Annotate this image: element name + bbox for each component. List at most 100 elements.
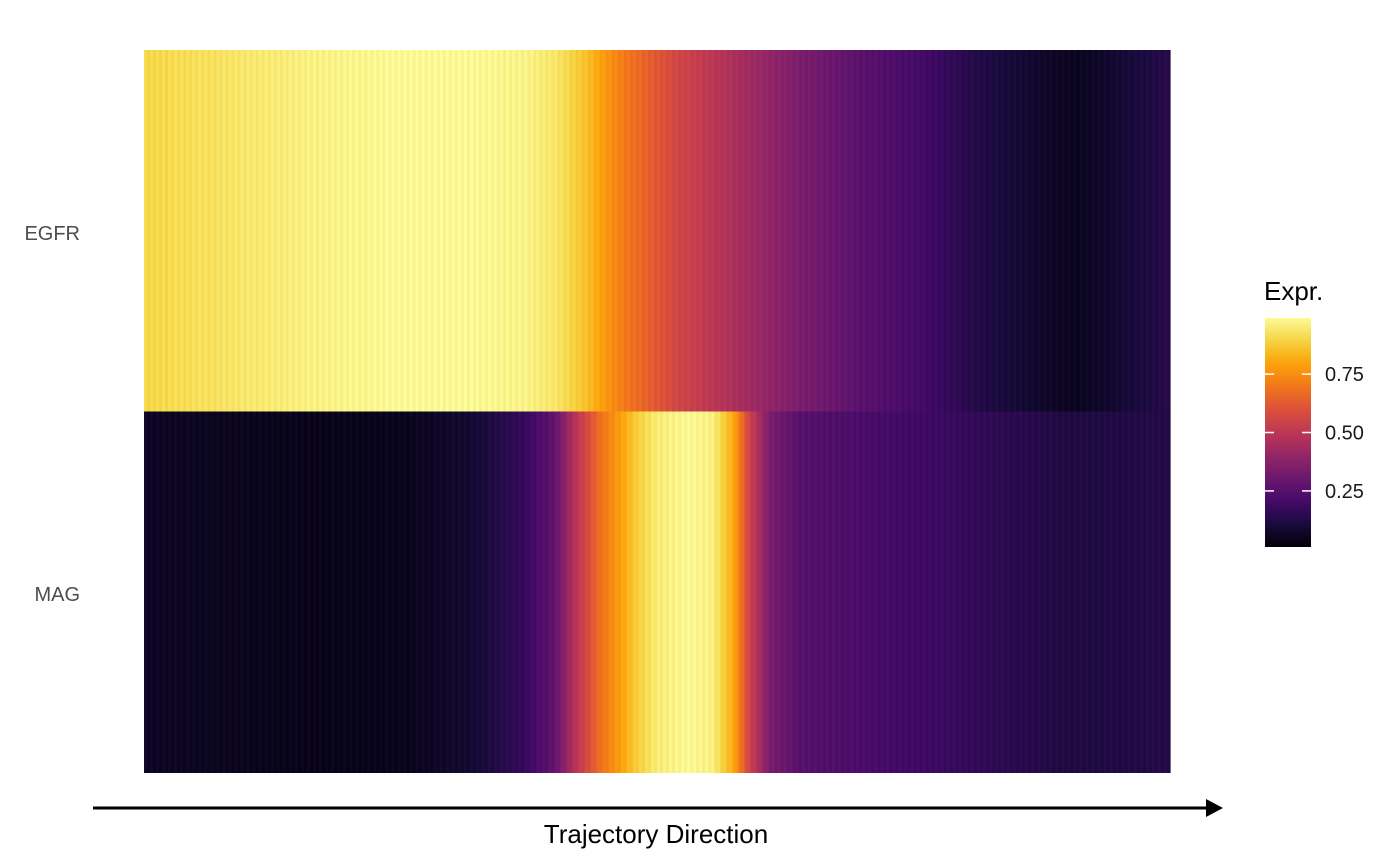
heatmap-cell bbox=[626, 411, 631, 773]
heatmap-cell bbox=[300, 50, 305, 412]
heatmap-cell bbox=[460, 411, 465, 773]
heatmap-cell bbox=[527, 50, 531, 412]
heatmap-cell bbox=[355, 411, 359, 773]
heatmap-cell bbox=[349, 50, 353, 412]
heatmap-cell bbox=[753, 411, 758, 773]
heatmap-cell bbox=[1091, 50, 1096, 412]
heatmap-cell bbox=[829, 50, 833, 412]
heatmap-cell bbox=[663, 411, 667, 773]
heatmap-cell bbox=[219, 50, 224, 412]
heatmap-cell bbox=[765, 50, 770, 412]
heatmap-cell bbox=[412, 411, 417, 773]
heatmap-cell bbox=[231, 411, 236, 773]
heatmap-cell bbox=[352, 411, 356, 773]
heatmap-cell bbox=[171, 411, 175, 773]
heatmap-cell bbox=[325, 50, 329, 412]
heatmap-cell bbox=[650, 411, 655, 773]
heatmap-cell bbox=[569, 411, 574, 773]
heatmap-cell bbox=[1004, 50, 1008, 412]
heatmap-cell bbox=[494, 50, 498, 412]
heatmap-cell bbox=[542, 50, 546, 412]
heatmap-cell bbox=[635, 411, 640, 773]
heatmap-cell bbox=[472, 411, 477, 773]
heatmap-cells bbox=[144, 50, 1171, 773]
heatmap-cell bbox=[207, 411, 211, 773]
heatmap-cell bbox=[1136, 411, 1141, 773]
heatmap-cell bbox=[1037, 411, 1041, 773]
heatmap-cell bbox=[614, 50, 619, 412]
heatmap-cell bbox=[343, 50, 347, 412]
heatmap-cell bbox=[282, 50, 287, 412]
heatmap-cell bbox=[481, 411, 486, 773]
heatmap-cell bbox=[439, 50, 444, 412]
heatmap-cell bbox=[261, 411, 266, 773]
heatmap-cell bbox=[433, 411, 438, 773]
heatmap-cell bbox=[620, 50, 625, 412]
heatmap-cell bbox=[267, 50, 272, 412]
heatmap-cell bbox=[623, 50, 628, 412]
heatmap-cell bbox=[747, 411, 752, 773]
heatmap-cell bbox=[156, 50, 160, 412]
heatmap-cell bbox=[705, 50, 709, 412]
heatmap-cell bbox=[1118, 411, 1123, 773]
heatmap-cell bbox=[1094, 411, 1099, 773]
heatmap-cell bbox=[708, 411, 712, 773]
heatmap-cell bbox=[240, 411, 245, 773]
heatmap-cell bbox=[726, 50, 731, 412]
heatmap-cell bbox=[880, 411, 884, 773]
heatmap-cell bbox=[1076, 50, 1081, 412]
heatmap-cell bbox=[1061, 411, 1065, 773]
heatmap-cell bbox=[1052, 411, 1056, 773]
heatmap-cell bbox=[952, 411, 957, 773]
heatmap-cell bbox=[862, 411, 866, 773]
heatmap-cell bbox=[1157, 50, 1162, 412]
heatmap-cell bbox=[195, 411, 199, 773]
heatmap-cell bbox=[355, 50, 359, 412]
heatmap-cell bbox=[512, 50, 516, 412]
heatmap-cell bbox=[877, 50, 881, 412]
heatmap-cell bbox=[195, 50, 199, 412]
heatmap-cell bbox=[548, 50, 552, 412]
x-axis-title: Trajectory Direction bbox=[544, 819, 768, 849]
heatmap-cell bbox=[309, 50, 314, 412]
heatmap-cell bbox=[856, 411, 860, 773]
heatmap-cell bbox=[554, 50, 559, 412]
heatmap-cell bbox=[213, 50, 218, 412]
heatmap-cell bbox=[819, 411, 824, 773]
heatmap-cell bbox=[240, 50, 245, 412]
heatmap-cell bbox=[159, 50, 163, 412]
heatmap-cell bbox=[144, 50, 148, 412]
heatmap-cell bbox=[1082, 50, 1087, 412]
heatmap-cell bbox=[563, 50, 568, 412]
heatmap-cell bbox=[291, 411, 296, 773]
heatmap-cell bbox=[653, 411, 658, 773]
heatmap-cell bbox=[798, 411, 803, 773]
heatmap-cell bbox=[832, 411, 836, 773]
heatmap-cell bbox=[653, 50, 658, 412]
heatmap-cell bbox=[1010, 50, 1014, 412]
heatmap-cell bbox=[189, 411, 193, 773]
heatmap-cell bbox=[871, 50, 875, 412]
heatmap-cell bbox=[397, 411, 402, 773]
heatmap-cell bbox=[150, 411, 154, 773]
heatmap-cell bbox=[361, 50, 365, 412]
heatmap-cell bbox=[439, 411, 444, 773]
heatmap-cell bbox=[1073, 50, 1078, 412]
heatmap-cell bbox=[1103, 50, 1108, 412]
heatmap-cell bbox=[657, 50, 661, 412]
heatmap-cell bbox=[669, 411, 673, 773]
heatmap-cell bbox=[385, 411, 390, 773]
heatmap-cell bbox=[566, 50, 571, 412]
heatmap-cell bbox=[491, 411, 495, 773]
heatmap-cell bbox=[647, 50, 652, 412]
heatmap-cell bbox=[841, 50, 845, 412]
heatmap-cell bbox=[216, 411, 221, 773]
heatmap-cell bbox=[641, 411, 646, 773]
heatmap-cell bbox=[744, 50, 749, 412]
heatmap-cell bbox=[198, 50, 202, 412]
heatmap-cell bbox=[844, 411, 848, 773]
heatmap-cell bbox=[883, 411, 887, 773]
heatmap-cell bbox=[225, 50, 230, 412]
heatmap-cell bbox=[303, 411, 308, 773]
heatmap-cell bbox=[626, 50, 631, 412]
